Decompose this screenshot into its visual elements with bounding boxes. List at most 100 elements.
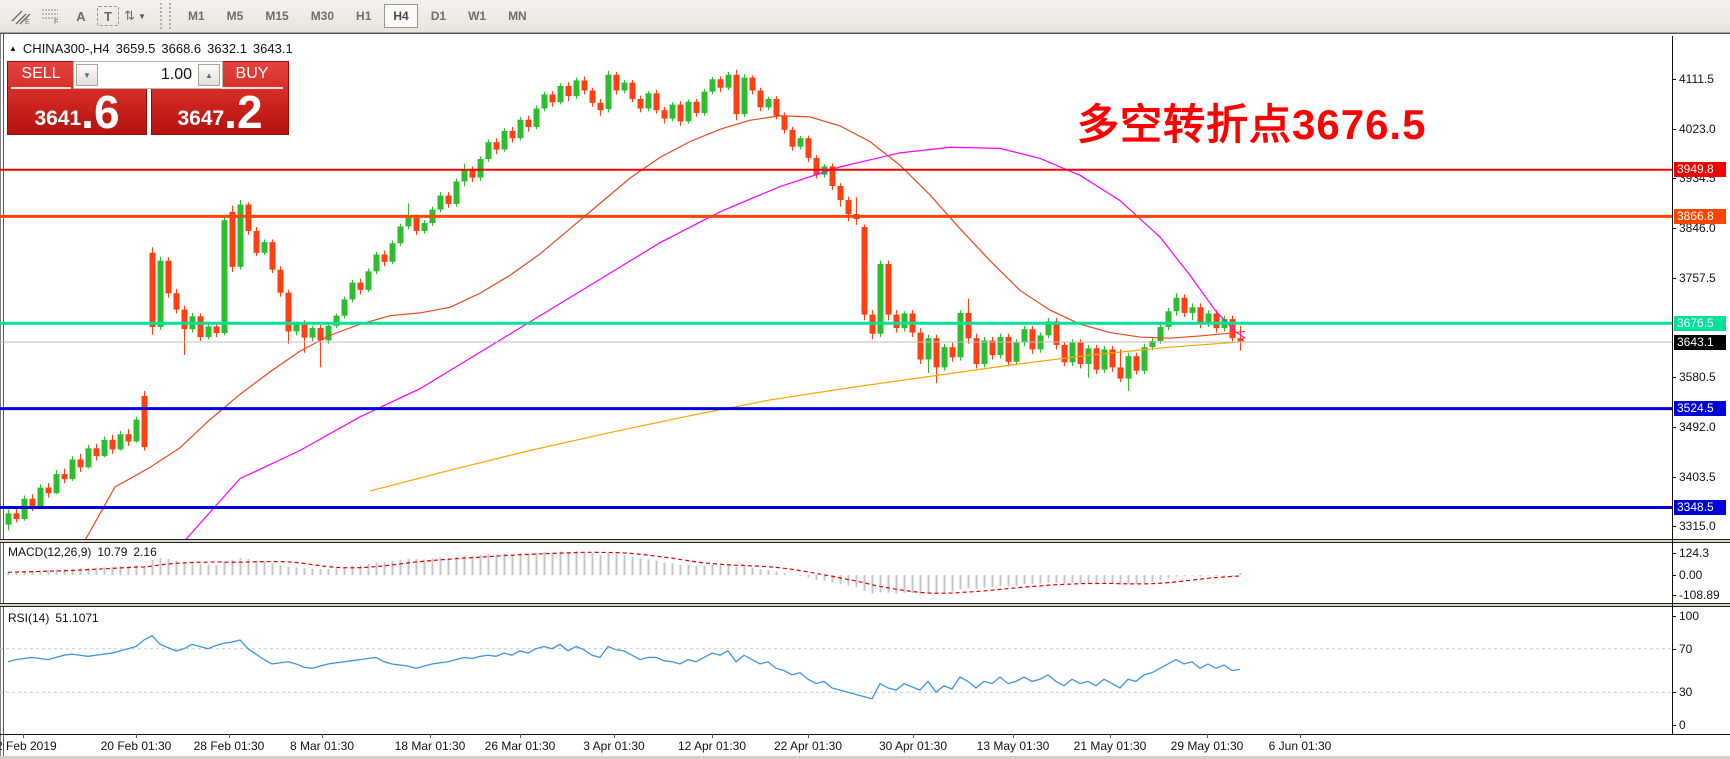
chevron-down-icon: ▼ — [137, 11, 146, 21]
axis-tick — [1672, 128, 1676, 130]
time-tick — [1110, 734, 1111, 738]
axis-tick — [1672, 595, 1676, 596]
axis-tick — [1672, 575, 1676, 576]
date-label: 21 May 01:30 — [1073, 739, 1147, 753]
panel-splitter[interactable] — [0, 539, 1730, 543]
volume-input[interactable] — [98, 65, 198, 85]
macd-tick-label: 0.00 — [1679, 568, 1703, 582]
arrow-objects-icon[interactable]: ⇅ ▼ — [124, 8, 146, 23]
equidistant-channel-icon[interactable]: E — [7, 3, 35, 29]
price-tag: 3866.8 — [1674, 208, 1726, 224]
time-tick — [23, 734, 24, 738]
text-label-icon[interactable]: T — [97, 6, 119, 26]
date-label: 3 Apr 01:30 — [583, 739, 645, 753]
date-label: 6 Jun 01:30 — [1268, 739, 1332, 753]
rsi-title: RSI(14) — [8, 611, 50, 625]
volume-spinner: ▼ ▲ — [73, 61, 223, 89]
date-label: 26 Mar 01:30 — [484, 739, 556, 753]
axis-tick — [1672, 426, 1676, 428]
price-axis[interactable] — [1672, 36, 1673, 734]
axis-tick — [1672, 553, 1676, 554]
price-tag: 3949.8 — [1674, 162, 1726, 178]
date-label: 22 Apr 01:30 — [773, 739, 843, 753]
timeframe-h1-button[interactable]: H1 — [356, 9, 372, 23]
svg-text:E: E — [25, 19, 30, 25]
axis-tick — [1672, 228, 1676, 230]
date-label: 30 Apr 01:30 — [878, 739, 948, 753]
timeframe-buttons: M1 M5 M15 M30 H1 H4 D1 W1 MN — [177, 4, 538, 28]
timeframe-mn-button[interactable]: MN — [508, 9, 527, 23]
time-tick — [229, 734, 230, 738]
price-tick-label: 3846.0 — [1679, 221, 1716, 236]
buy-label[interactable]: BUY — [221, 61, 283, 89]
date-label: 29 May 01:30 — [1170, 739, 1244, 753]
date-label: 13 May 01:30 — [976, 739, 1050, 753]
rsi-tick-label: 0 — [1679, 718, 1686, 732]
chart-left-border — [3, 34, 4, 756]
macd-label: MACD(12,26,9) 10.79 2.16 — [8, 545, 157, 559]
price-tick-label: 3757.5 — [1679, 270, 1716, 285]
time-tick — [712, 734, 713, 738]
axis-tick — [1672, 616, 1676, 617]
time-tick — [1207, 734, 1208, 738]
sell-price: 3641.6 — [34, 86, 120, 138]
date-label: 12 Apr 01:30 — [677, 739, 747, 753]
time-tick — [322, 734, 323, 738]
rsi-value: 51.1071 — [55, 611, 99, 625]
ohlc-low: 3632.1 — [207, 41, 247, 56]
macd-value-signal: 2.16 — [133, 545, 157, 559]
chart-window: ▲ CHINA300-,H4 3659.5 3668.6 3632.1 3643… — [0, 33, 1730, 756]
macd-tick-label: 124.3 — [1679, 546, 1710, 560]
axis-tick — [1672, 79, 1676, 80]
price-tick-label: 3492.0 — [1679, 419, 1716, 434]
volume-decrease-button[interactable]: ▼ — [76, 64, 98, 86]
price-tick-label: 3403.5 — [1679, 469, 1716, 484]
timeframe-m5-button[interactable]: M5 — [226, 9, 244, 23]
fibonacci-icon[interactable]: F — [37, 3, 65, 29]
text-tool-icon[interactable]: A — [76, 8, 86, 24]
symbol-header: ▲ CHINA300-,H4 3659.5 3668.6 3632.1 3643… — [9, 41, 293, 56]
price-tag: 3643.1 — [1674, 334, 1726, 350]
date-label: 20 Feb 01:30 — [100, 739, 172, 753]
price-tick-label: 3315.0 — [1679, 519, 1716, 534]
axis-tick — [1672, 725, 1676, 726]
macd-tick-label: -108.89 — [1679, 588, 1720, 602]
date-label: 12 Feb 2019 — [0, 739, 57, 753]
time-tick — [1300, 734, 1301, 738]
time-tick — [520, 734, 521, 738]
window-left-border — [0, 34, 1, 756]
rsi-panel[interactable] — [0, 607, 1672, 734]
price-tick-label: 4111.5 — [1679, 72, 1714, 86]
ohlc-open: 3659.5 — [115, 41, 156, 56]
macd-panel[interactable] — [0, 543, 1672, 603]
time-axis-border — [0, 734, 1730, 735]
timeframe-w1-button[interactable]: W1 — [468, 9, 487, 23]
price-tick-label: 4023.0 — [1679, 121, 1716, 136]
axis-tick — [1672, 476, 1676, 478]
timeframe-h4-button[interactable]: H4 — [384, 4, 418, 28]
sell-label[interactable]: SELL — [11, 61, 71, 89]
timeframe-m30-button[interactable]: M30 — [310, 9, 335, 23]
timeframe-m15-button[interactable]: M15 — [265, 9, 289, 23]
time-tick — [430, 734, 431, 738]
timeframe-d1-button[interactable]: D1 — [430, 9, 447, 23]
main-price-chart[interactable] — [0, 36, 1672, 539]
rsi-tick-label: 70 — [1679, 641, 1693, 656]
price-tick-label: 3580.5 — [1679, 370, 1716, 385]
panel-splitter[interactable] — [0, 603, 1730, 607]
axis-tick — [1672, 692, 1676, 694]
toolbar-drag-handle[interactable] — [160, 3, 171, 29]
one-click-trade-panel: 3641.6 3647.2 SELL BUY ▼ ▲ — [7, 61, 289, 135]
symbol-name: CHINA300-,H4 — [22, 41, 110, 56]
toolbar: E F A T ⇅ ▼ M1 M5 M15 M30 H1 H4 D1 W1 MN — [0, 0, 1730, 33]
price-tag: 3348.5 — [1674, 500, 1726, 515]
svg-text:F: F — [54, 19, 58, 25]
chart-annotation: 多空转折点3676.5 — [1077, 101, 1427, 148]
rsi-tick-label: 30 — [1679, 685, 1693, 700]
timeframe-m1-button[interactable]: M1 — [188, 9, 205, 23]
volume-increase-button[interactable]: ▲ — [198, 64, 220, 86]
macd-title: MACD(12,26,9) — [8, 545, 92, 559]
time-tick — [136, 734, 137, 738]
symbol-expand-icon[interactable]: ▲ — [9, 44, 17, 53]
